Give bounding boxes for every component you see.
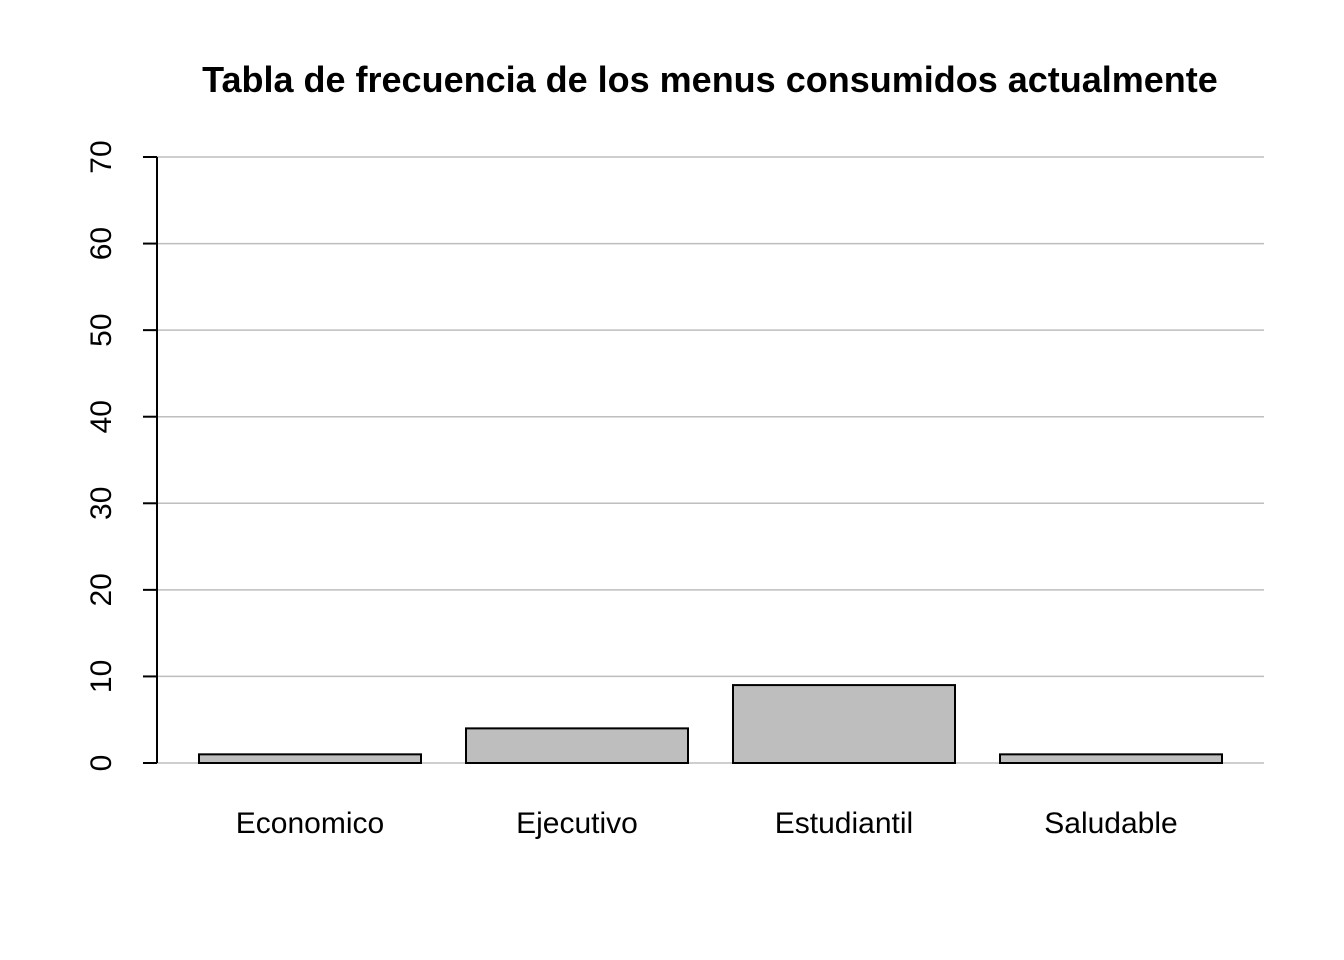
x-tick-label-estudiantil: Estudiantil: [775, 807, 913, 840]
y-tick-label-20: 20: [85, 573, 118, 606]
y-tick-label-60: 60: [85, 227, 118, 260]
x-tick-label-saludable: Saludable: [1044, 807, 1177, 840]
x-tick-labels: Economico Ejecutivo Estudiantil Saludable: [236, 807, 1178, 840]
y-tick-label-30: 30: [85, 487, 118, 520]
y-tick-label-50: 50: [85, 313, 118, 346]
y-tick-label-0: 0: [85, 755, 118, 772]
y-tick-label-40: 40: [85, 400, 118, 433]
x-tick-label-economico: Economico: [236, 807, 384, 840]
bar-saludable: [999, 753, 1223, 764]
bar-estudiantil: [732, 684, 956, 764]
bars: [198, 684, 1223, 764]
chart-title: Tabla de frecuencia de los menus consumi…: [202, 59, 1218, 100]
x-tick-label-ejecutivo: Ejecutivo: [516, 807, 638, 840]
bar-economico: [198, 753, 422, 764]
gridlines: [157, 156, 1264, 764]
y-tick-label-70: 70: [85, 140, 118, 173]
bar-ejecutivo: [465, 727, 689, 764]
y-axis: 0 10 20 30 40 50 60 70: [85, 140, 158, 772]
y-tick-label-10: 10: [85, 660, 118, 693]
